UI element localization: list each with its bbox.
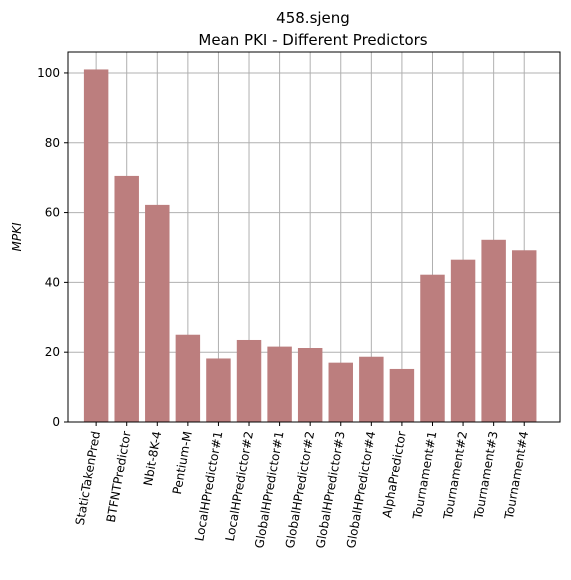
bar xyxy=(390,369,414,422)
x-tick-label: BTFNTPredictor xyxy=(104,430,134,523)
x-tick-label: GlobalHPredictor#1 xyxy=(252,430,286,549)
chart-subtitle: Mean PKI - Different Predictors xyxy=(198,31,427,49)
bar xyxy=(237,340,261,422)
bar xyxy=(114,176,138,422)
bar xyxy=(145,205,169,422)
x-tick-label: LocalHPredictor#2 xyxy=(223,430,256,542)
y-tick-label: 0 xyxy=(52,415,60,429)
x-tick-label: Tournament#2 xyxy=(441,430,470,521)
bar xyxy=(176,335,200,422)
x-tick-label: Tournament#3 xyxy=(471,430,500,521)
bar xyxy=(512,250,536,422)
y-tick-label: 20 xyxy=(45,345,60,359)
x-tick-label: GlobalHPredictor#4 xyxy=(344,430,378,549)
y-tick-label: 100 xyxy=(37,66,60,80)
x-axis-ticks: StaticTakenPred BTFNTPredictor Nbit-8K-4 Pe… xyxy=(73,422,531,549)
x-tick-label: GlobalHPredictor#2 xyxy=(283,430,317,549)
bar xyxy=(451,260,475,422)
y-axis-label: MPKI xyxy=(10,222,24,251)
x-tick-label: Tournament#1 xyxy=(410,430,439,521)
x-tick-label: StaticTakenPred xyxy=(73,430,103,526)
bar xyxy=(420,275,444,422)
y-tick-label: 40 xyxy=(45,275,60,289)
y-tick-label: 60 xyxy=(45,206,60,220)
x-tick-label: Tournament#4 xyxy=(502,430,531,521)
x-tick-label: Nbit-8K-4 xyxy=(141,430,164,487)
bar xyxy=(206,358,230,422)
x-tick-label: LocalHPredictor#1 xyxy=(192,430,225,542)
bar xyxy=(329,363,353,422)
bar xyxy=(359,357,383,422)
bar xyxy=(267,347,291,422)
bar xyxy=(481,240,505,422)
bar xyxy=(298,348,322,422)
x-tick-label: GlobalHPredictor#3 xyxy=(313,430,347,549)
x-tick-label: Pentium-M xyxy=(170,430,195,495)
y-tick-label: 80 xyxy=(45,136,60,150)
y-axis-ticks: 0 20 40 60 80 100 xyxy=(37,66,68,429)
x-tick-label: AlphaPredictor xyxy=(380,430,409,519)
bar xyxy=(84,69,108,422)
chart-title: 458.sjeng xyxy=(276,9,350,27)
